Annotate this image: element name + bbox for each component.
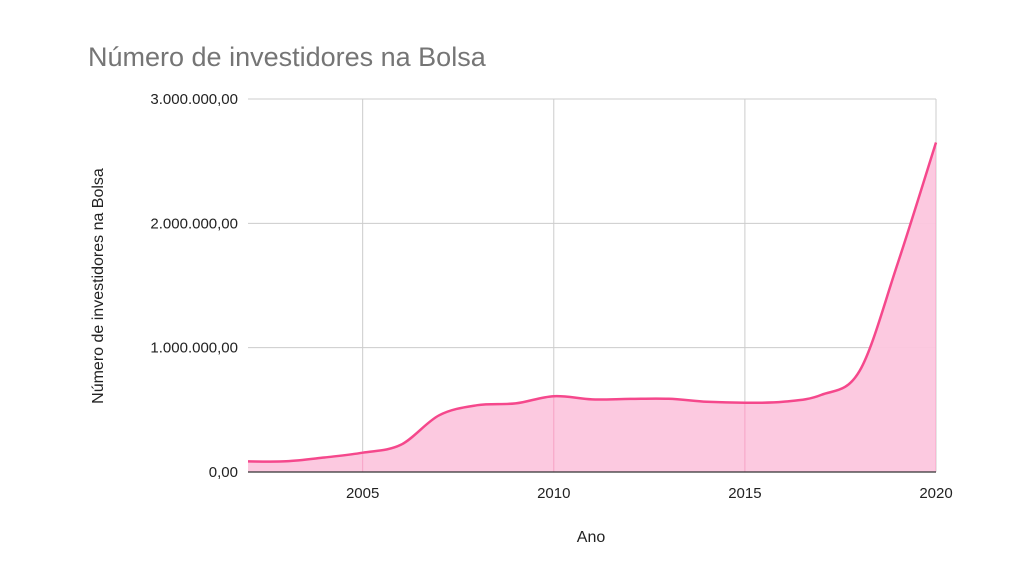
y-tick-label: 0,00 bbox=[209, 464, 238, 481]
x-tick-label: 2010 bbox=[537, 485, 570, 502]
y-tick-label: 2.000.000,00 bbox=[150, 215, 238, 232]
x-axis-label: Ano bbox=[577, 529, 606, 546]
chart-title: Número de investidores na Bolsa bbox=[88, 42, 487, 72]
x-tick-label: 2020 bbox=[919, 485, 952, 502]
x-tick-label: 2015 bbox=[728, 485, 761, 502]
y-axis-label: Número de investidores na Bolsa bbox=[90, 168, 107, 404]
series-area-fill bbox=[248, 142, 936, 472]
series-line bbox=[247, 142, 938, 463]
plot-area bbox=[247, 142, 938, 473]
y-tick-label: 1.000.000,00 bbox=[150, 340, 238, 357]
x-tick-label: 2005 bbox=[346, 485, 379, 502]
y-tick-label: 3.000.000,00 bbox=[150, 91, 238, 108]
x-axis-ticks: 2005 2010 2015 2020 bbox=[346, 485, 953, 502]
y-axis-ticks: 0,00 1.000.000,00 2.000.000,00 3.000.000,00 bbox=[150, 91, 238, 481]
